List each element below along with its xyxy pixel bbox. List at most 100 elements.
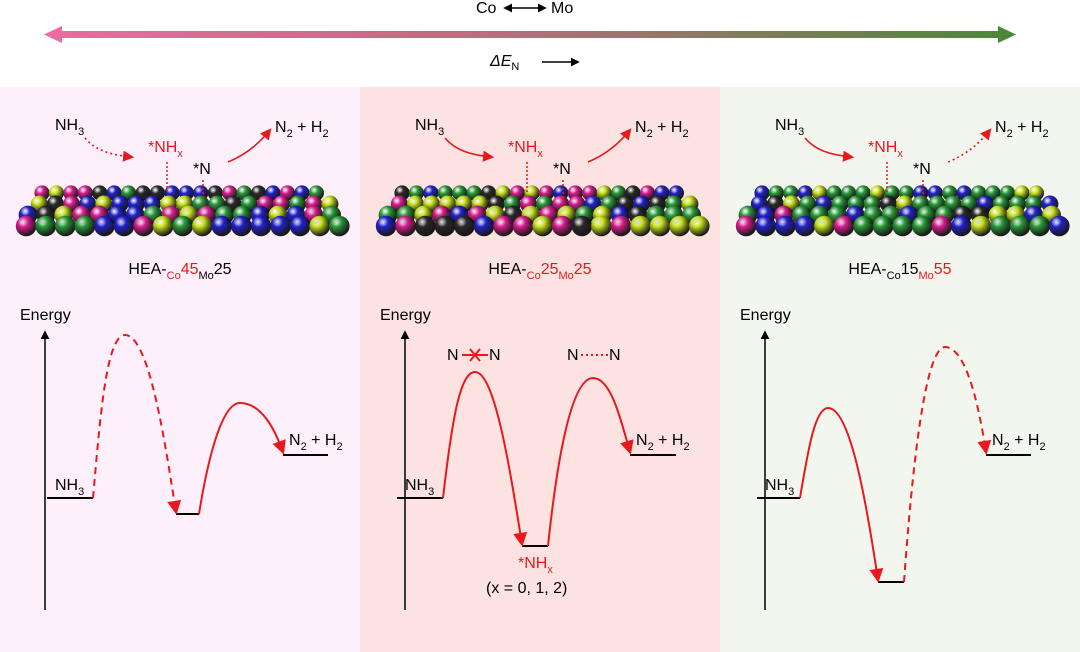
intermediate-label: *NHx [508,139,543,160]
adsorbed-label: *N [553,161,571,178]
atom [970,215,992,237]
composition-label-part: HEA- [128,261,166,278]
atom [1049,215,1070,237]
atom [74,215,96,237]
atom [15,215,37,237]
reactant-label-part: 3 [438,126,444,138]
delta-e-label: ΔEN [489,53,519,73]
reaction-arrow [804,137,855,162]
reactant-label-part: NH [415,117,438,134]
atom [270,215,291,237]
intermediate-label: *NHx [148,139,183,160]
panel-bg [0,87,360,652]
product-label-part: + H [1013,119,1043,136]
atom [415,215,436,237]
composition-label-part: Mo [199,270,214,282]
gradient-band [58,31,1002,38]
atom [689,215,710,237]
arrow-head [44,26,62,43]
atom [395,215,417,237]
atom [289,215,311,237]
atom [755,215,776,237]
product-energy-label-part: 2 [1039,441,1045,453]
reactant-energy-label-part: NH [55,477,78,494]
atom [1009,215,1031,237]
product-label: N2 + H2 [995,119,1049,140]
reactant-energy-label-part: NH [405,477,428,494]
product-energy-label-part: + H [307,432,337,449]
product-energy-label-part: N [636,432,648,449]
intermediate-label: *NHx [868,139,903,160]
product-energy-label: N2 + H2 [636,432,690,453]
panel-bg [720,87,1080,652]
atom [872,215,894,237]
reaction-arrow [444,137,495,162]
composition-label-part: Co [887,270,901,282]
atom [35,215,56,237]
product-energy-label-part: + H [1010,432,1040,449]
atom [133,215,154,237]
atom [951,215,972,237]
atom [630,215,651,237]
composition-label-part: HEA- [848,261,886,278]
product-label-part: 2 [1007,128,1013,140]
product-label-part: N [995,119,1007,136]
composition-label-part: 25 [214,261,232,278]
product-label-part: 2 [322,128,328,140]
atom [493,215,514,237]
reactant-energy-label-part: NH [765,477,788,494]
atom [931,215,953,237]
intermediate-label-part: *NH [508,139,537,156]
adsorbed-label: *N [913,161,931,178]
delta-e-sub: N [511,61,519,73]
atom [669,215,690,237]
axis-label: Energy [380,307,431,324]
atom [172,215,193,237]
product-label-part: N [275,119,287,136]
product-label: N2 + H2 [275,119,329,140]
reaction-arrow [84,137,135,162]
atom [94,215,115,237]
energy-path [547,376,634,547]
arrow-head [998,26,1016,43]
product-energy-label-part: N [992,432,1004,449]
product-energy-label-part: + H [654,432,684,449]
product-energy-label: N2 + H2 [992,432,1046,453]
product-label: N2 + H2 [635,119,689,140]
atom [329,215,350,237]
axis-label: Energy [740,307,791,324]
product-label-part: + H [293,119,323,136]
reactant-label: NH3 [775,117,804,138]
barrier-atom: N [609,347,621,364]
product-label-part: + H [653,119,683,136]
well-label-part: x [547,564,553,576]
reactant-energy-label: NH3 [765,477,794,498]
atom [775,215,796,237]
composition-label-part: 45 [181,261,199,278]
bond-cross [469,348,481,362]
composition-label: HEA-Co45Mo25 [128,261,231,282]
composition-label-part: 25 [574,261,592,278]
atom [113,215,135,237]
atom [610,215,632,237]
reactant-label: NH3 [415,117,444,138]
atom [833,215,855,237]
atom [55,215,76,237]
product-energy-label-part: 2 [301,441,307,453]
reactant-energy-label-part: 3 [788,486,794,498]
reactant-energy-label-part: 3 [78,486,84,498]
composition-label-part: 15 [901,261,919,278]
product-energy-label-part: 2 [648,441,654,453]
atom [794,215,816,237]
composition-label: HEA-Co15Mo55 [848,261,951,282]
composition-label: HEA-Co25Mo25 [488,261,591,282]
intermediate-label-part: x [897,148,903,160]
product-label-part: 2 [287,128,293,140]
reactant-label-part: NH [775,117,798,134]
composition-label-part: 55 [934,261,952,278]
well-label-part: *NH [518,555,547,572]
composition-label-part: HEA- [488,261,526,278]
mo-label: Mo [551,0,573,17]
atom [912,215,933,237]
